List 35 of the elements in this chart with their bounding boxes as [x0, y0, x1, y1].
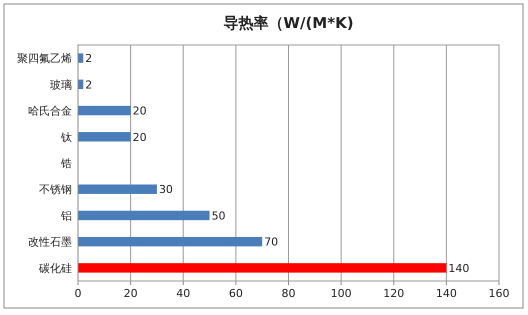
x-tick-label: 160 [488, 287, 510, 300]
data-label: 20 [132, 104, 147, 118]
y-tick-label: 哈氏合金 [28, 104, 72, 118]
bar [78, 210, 210, 220]
y-tick-label: 不锈钢 [39, 183, 72, 196]
y-tick-label: 玻璃 [50, 78, 72, 92]
y-tick-label: 铝 [60, 209, 72, 222]
x-tick-label: 0 [74, 287, 82, 300]
bar [78, 236, 262, 246]
x-tick-label: 140 [436, 287, 457, 300]
bar [78, 184, 157, 194]
data-label: 2 [85, 52, 92, 66]
bar [78, 263, 446, 273]
y-tick-label: 聚四氟乙烯 [17, 52, 72, 66]
x-tick-label: 20 [124, 287, 138, 300]
x-tick-label: 60 [228, 287, 243, 300]
x-tick-label: 40 [176, 287, 190, 300]
chart-title: 导热率（W/(M*K) [223, 14, 354, 32]
data-label: 140 [448, 262, 470, 275]
bar [78, 132, 131, 142]
data-label: 20 [132, 130, 147, 144]
y-tick-label: 锆 [60, 157, 72, 170]
y-tick-label: 钛 [60, 130, 72, 144]
data-label: 50 [212, 209, 226, 222]
x-tick-label: 100 [330, 287, 352, 300]
bar [78, 80, 84, 90]
data-label: 70 [264, 236, 278, 249]
bar [78, 106, 131, 116]
bar [78, 53, 84, 63]
y-tick-label: 改性石墨 [28, 236, 72, 249]
y-tick-label: 碳化硅 [38, 262, 72, 275]
x-tick-label: 120 [383, 287, 404, 300]
x-tick-label: 80 [282, 287, 296, 300]
data-label: 2 [85, 78, 92, 92]
data-label: 30 [158, 183, 173, 196]
